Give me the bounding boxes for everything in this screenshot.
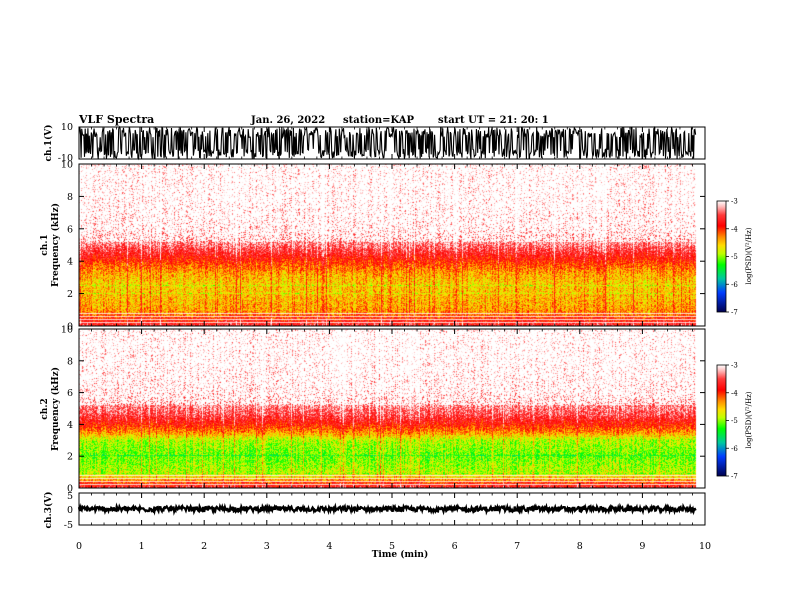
ch2-colorbar-tick-label-1: -4 <box>731 389 738 397</box>
ch2-colorbar-ticks: -3 -4 -5 -6 -7 <box>726 362 738 481</box>
xtick-label-10: 10 <box>699 541 711 552</box>
xtick-label-0: 0 <box>76 541 82 552</box>
xtick-label-8: 8 <box>577 541 583 552</box>
ch1-colorbar-tick-label-1: -4 <box>731 225 738 233</box>
ch1-spectrogram-ylabel-line2: Frequency (kHz) <box>50 203 61 287</box>
xtick-label-7: 7 <box>514 541 520 552</box>
xtick-label-1: 1 <box>139 541 145 552</box>
ch1-colorbar-gradient <box>716 200 727 313</box>
ch3-waveform-line <box>77 502 697 516</box>
xtick-label-9: 9 <box>639 541 645 552</box>
ch3-waveform-panel: 5 0 -5 ch.3(V) <box>43 491 706 531</box>
ch1-colorbar-label: log(PSD)(V²/Hz) <box>745 227 753 284</box>
ch1-spectrogram-panel: 0 2 4 6 8 10 ch.1 Frequency (kHz) <box>40 160 706 333</box>
xtick-label-5: 5 <box>389 541 395 552</box>
ch2-spectrogram-ytick-label-4: 8 <box>67 356 73 367</box>
ch2-spectrogram-image <box>79 329 705 488</box>
ch1-waveform-panel: 10 -10 ch.1(V) <box>43 122 706 164</box>
ch1-spectrogram-ytick-label-4: 8 <box>67 192 73 203</box>
time-axis-label: Time (min) <box>372 549 429 560</box>
ch3-ytick-top: 5 <box>67 491 73 502</box>
ch1-colorbar: -3 -4 -5 -6 -7 log(PSD)(V²/Hz) <box>716 198 753 317</box>
ch1-colorbar-tick-label-2: -5 <box>731 253 738 261</box>
ch2-spectrogram-ytick-label-0: 0 <box>67 484 73 495</box>
ch3-waveform-trace <box>77 502 697 516</box>
station-label: station=KAP <box>343 115 415 126</box>
ch1-waveform-line <box>78 125 697 161</box>
start-time-label: start UT = 21: 20: 1 <box>438 115 549 126</box>
ch1-spectrogram-yticks: 0 2 4 6 8 10 <box>61 160 705 333</box>
ch1-colorbar-tick-label-4: -7 <box>731 309 738 317</box>
ch1-colorbar-tick-label-0: -3 <box>731 198 738 206</box>
ch1-ytick-bottom: -10 <box>58 153 73 164</box>
ch2-spectrogram-ytick-label-5: 10 <box>61 325 73 336</box>
xtick-label-3: 3 <box>264 541 270 552</box>
ch3-waveform-ylabel: ch.3(V) <box>43 492 54 529</box>
ch2-colorbar: -3 -4 -5 -6 -7 log(PSD)(V²/Hz) <box>716 362 753 481</box>
ch1-ytick-top: 10 <box>61 122 73 133</box>
xtick-label-4: 4 <box>326 541 332 552</box>
ch1-spectrogram-ylabel-line1: ch.1 <box>40 234 50 255</box>
figure-title: VLF Spectra <box>78 113 154 126</box>
ch3-ytick-bottom: -5 <box>64 520 73 531</box>
ch2-spectrogram-ytick-label-3: 6 <box>67 388 73 399</box>
ch1-waveform-trace <box>78 125 697 161</box>
ch2-colorbar-gradient <box>716 364 727 477</box>
ch2-colorbar-label: log(PSD)(V²/Hz) <box>745 391 753 448</box>
ch1-colorbar-ticks: -3 -4 -5 -6 -7 <box>726 198 738 317</box>
ch1-waveform-ylabel: ch.1(V) <box>43 125 54 162</box>
ch2-colorbar-tick-label-3: -6 <box>731 445 738 453</box>
ch2-colorbar-tick-label-4: -7 <box>731 473 738 481</box>
ch3-ytick-mid: 0 <box>67 505 73 516</box>
time-axis-ticks: 0 1 2 3 4 5 6 7 8 9 10 <box>76 127 711 552</box>
ch2-spectrogram-panel: 0 2 4 6 8 10 ch.2 Frequency (kHz) <box>40 325 706 495</box>
ch2-spectrogram-ylabel-line1: ch.2 <box>40 398 50 419</box>
ch1-spectrogram-ytick-label-1: 2 <box>67 289 73 300</box>
ch1-spectrogram-ytick-label-3: 6 <box>67 224 73 235</box>
ch2-spectrogram-ylabel-line2: Frequency (kHz) <box>50 367 61 451</box>
ch2-spectrogram-yticks: 0 2 4 6 8 10 <box>61 325 705 495</box>
ch1-spectrogram-ytick-label-0: 0 <box>67 322 73 333</box>
xtick-label-6: 6 <box>452 541 458 552</box>
ch1-colorbar-tick-label-3: -6 <box>731 281 738 289</box>
ch2-spectrogram-ytick-label-1: 2 <box>67 452 73 463</box>
xtick-label-2: 2 <box>201 541 207 552</box>
ch2-colorbar-tick-label-0: -3 <box>731 362 738 370</box>
ch1-spectrogram-ytick-label-5: 10 <box>61 160 73 171</box>
ch2-spectrogram-ytick-label-2: 4 <box>67 420 73 431</box>
date-label: Jan. 26, 2022 <box>250 115 325 126</box>
ch1-spectrogram-image <box>79 164 705 326</box>
ch2-colorbar-tick-label-2: -5 <box>731 417 738 425</box>
ch1-spectrogram-ytick-label-2: 4 <box>67 257 73 268</box>
